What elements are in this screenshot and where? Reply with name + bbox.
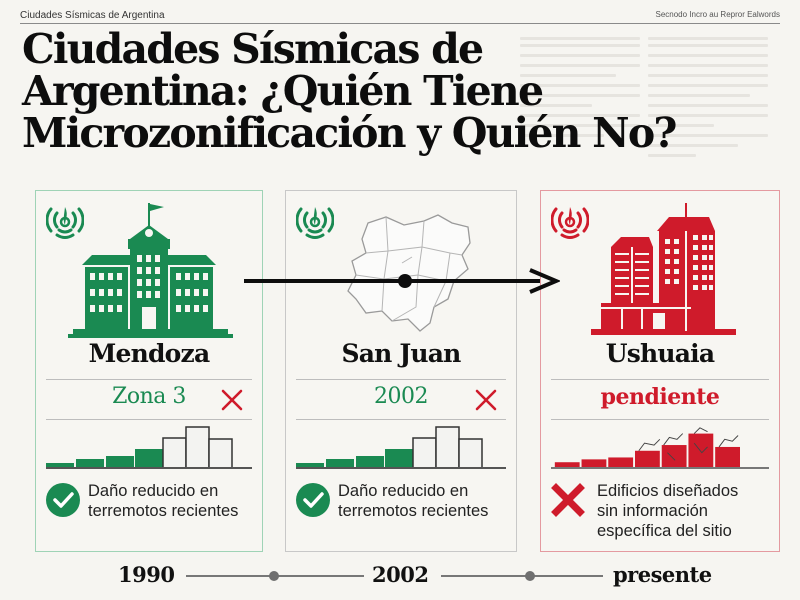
high-rise-buildings-icon [591,203,736,335]
bars-baseline [46,467,252,469]
microzoning-status: pendiente [600,384,720,410]
bars-baseline [551,467,769,469]
earthquake-signal-icon [46,207,84,239]
note-line: Edificios diseñados [597,482,739,500]
publication-label: Secnodo Incro au Repror Ealwords [655,10,780,19]
bars-baseline [296,467,506,469]
divider [551,419,769,420]
x-mark-icon [475,389,497,411]
x-mark-icon [221,389,243,411]
damage-bars-cracked-icon [554,427,740,468]
note-line: terremotos recientes [88,502,239,520]
microzoning-status: 2002 [374,384,429,409]
note-line: Daño reducido en [338,482,469,500]
timeline-label-start: 1990 [118,562,175,587]
check-circle-icon [296,483,330,517]
top-bar: Ciudades Sísmicas de Argentina Secnodo I… [20,6,780,24]
timeline-label-end: presente [613,562,712,587]
note-line: Daño reducido en [88,482,219,500]
timeline-label-mid: 2002 [372,562,429,587]
background-text-columns [520,30,770,160]
x-icon [551,483,585,517]
province-map-icon [347,214,471,332]
city-panel-san-juan: San Juan 2002 Daño reducido en terremoto… [285,190,517,552]
microzoning-status: Zona 3 [112,384,186,409]
outcome-note: Daño reducido en terremotos recientes [36,481,262,541]
earthquake-signal-icon [296,207,334,239]
title-line-2: Argentina: ¿Quién Tiene [22,67,544,115]
divider [296,419,506,420]
city-name: Mendoza [88,339,211,368]
outcome-note: Daño reducido en terremotos recientes [286,481,516,541]
damage-bars-icon [46,426,233,469]
note-line: terremotos recientes [338,502,489,520]
timeline-marker [525,571,535,581]
title-line-3: Microzonificación y Quién No? [22,109,677,157]
divider [296,379,506,380]
city-name: Ushuaia [605,339,715,368]
divider [551,379,769,380]
check-circle-icon [46,483,80,517]
note-line: específica del sitio [597,522,732,540]
damage-bars-icon [296,426,483,469]
timeline-segment [441,575,603,577]
divider [46,379,252,380]
title-line-1: Ciudades Sísmicas de [22,25,484,73]
city-panel-mendoza: Mendoza Zona 3 Daño reducido en terremot… [35,190,263,552]
section-label: Ciudades Sísmicas de Argentina [20,10,165,21]
divider [46,419,252,420]
page-title: Ciudades Sísmicas de Argentina: ¿Quién T… [22,28,762,154]
timeline-marker [269,571,279,581]
outcome-note: Edificios diseñados sin información espe… [541,481,779,541]
earthquake-signal-icon [551,207,589,239]
progression-arrow-icon [244,268,560,294]
city-panel-ushuaia: Ushuaia pendiente Edificios diseñados si… [540,190,780,552]
timeline: 1990 2002 presente [0,558,800,592]
school-building-icon [68,203,233,338]
note-line: sin información [597,502,708,520]
city-name: San Juan [341,339,461,368]
